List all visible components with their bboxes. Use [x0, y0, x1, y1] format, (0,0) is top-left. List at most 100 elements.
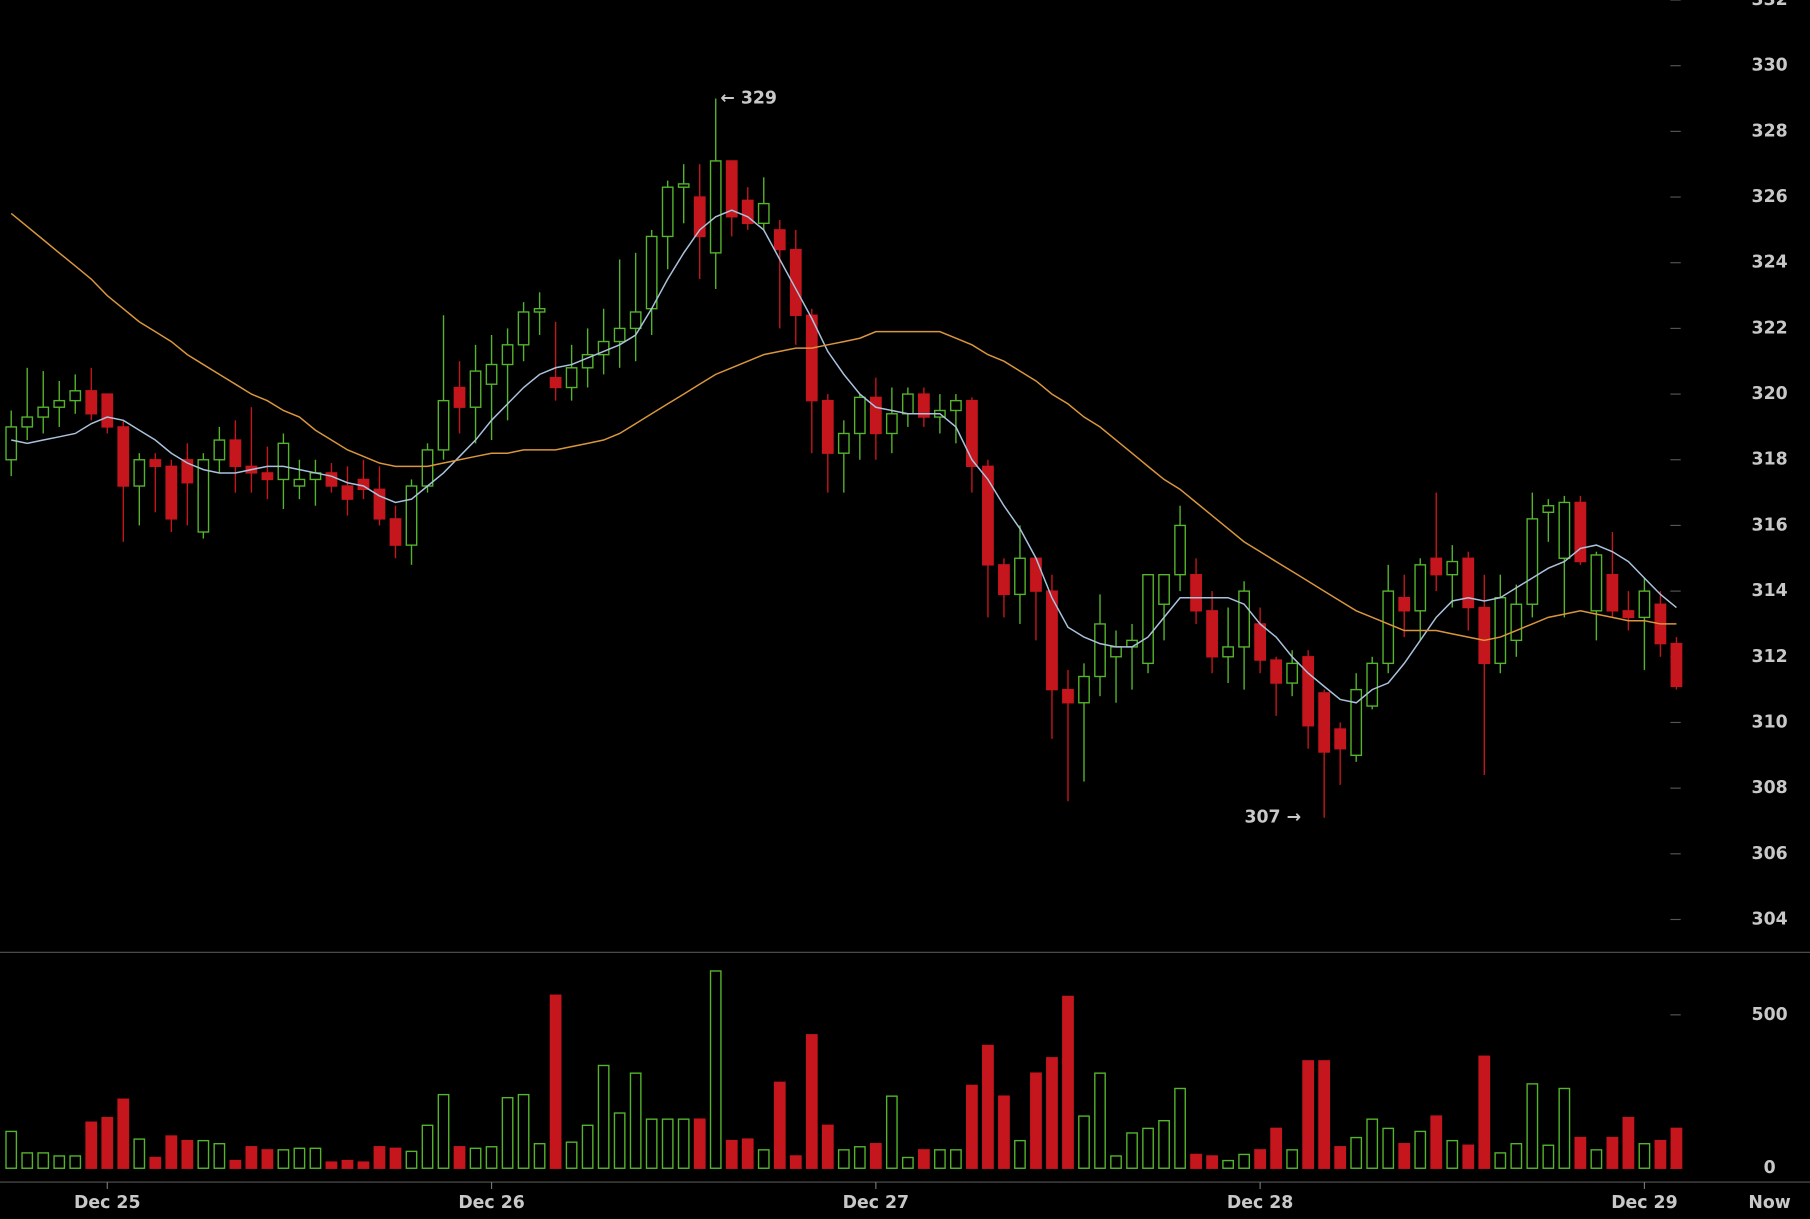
x-tick-label: Dec 27	[843, 1193, 909, 1213]
price-annotation: 307 →	[1244, 808, 1301, 828]
volume-bar	[885, 1095, 898, 1169]
candle-body	[389, 518, 402, 546]
volume-bar	[1142, 1127, 1154, 1169]
volume-bar	[757, 1149, 770, 1169]
volume-bar	[181, 1139, 194, 1169]
candle-body	[1094, 623, 1106, 678]
candle-body	[1078, 675, 1090, 704]
volume-bar	[165, 1135, 178, 1169]
volume-bar	[581, 1124, 594, 1169]
volume-bar	[325, 1161, 338, 1169]
volume-bar	[533, 1143, 546, 1169]
volume-bar	[950, 1149, 962, 1169]
volume-bar	[645, 1118, 658, 1169]
volume-bar	[1430, 1115, 1443, 1169]
volume-bar	[1302, 1060, 1315, 1169]
candle-body	[101, 393, 114, 428]
candle-body	[1382, 590, 1395, 665]
candle-body	[757, 202, 770, 225]
candle-body	[437, 399, 450, 451]
candle-body	[133, 459, 146, 487]
candle-body	[469, 370, 482, 408]
candle-body	[1238, 590, 1251, 648]
candle-body	[613, 327, 626, 343]
volume-bar	[1094, 1072, 1106, 1169]
y-tick-label: 324	[1752, 253, 1788, 273]
y-tick-label: 318	[1752, 450, 1788, 470]
volume-bar	[677, 1118, 690, 1169]
candle-body	[837, 432, 850, 454]
candle-body	[229, 439, 242, 468]
volume-bar	[1622, 1116, 1635, 1169]
candle-body	[805, 314, 818, 402]
volume-bar	[853, 1146, 866, 1169]
volume-bar	[693, 1118, 706, 1169]
candle-body	[1270, 659, 1283, 684]
volume-bar	[901, 1156, 914, 1169]
candle-body	[1334, 728, 1347, 750]
candle-body	[1366, 662, 1379, 707]
y-tick-label: 320	[1752, 384, 1788, 404]
volume-bar	[1238, 1153, 1251, 1169]
volume-bar	[1446, 1139, 1459, 1169]
volume-bar	[133, 1138, 146, 1169]
volume-bar	[1334, 1146, 1347, 1169]
candle-body	[1478, 606, 1491, 665]
y-tick-label: 314	[1752, 581, 1788, 601]
candle-body	[1062, 688, 1074, 704]
volume-bar	[1670, 1127, 1683, 1169]
candle-body	[597, 340, 610, 356]
candle-body	[1430, 557, 1443, 576]
candle-body	[1174, 524, 1186, 576]
volume-bar	[1414, 1130, 1427, 1169]
volume-bar	[69, 1155, 82, 1169]
candle-body	[869, 396, 882, 435]
volume-bar	[1398, 1143, 1411, 1169]
volume-bar	[1574, 1136, 1587, 1169]
volume-bar	[1254, 1149, 1267, 1169]
volume-bar	[197, 1139, 210, 1169]
candle-body	[1462, 557, 1475, 609]
candle-body	[213, 439, 226, 461]
volume-bar	[1478, 1055, 1491, 1169]
candle-body	[709, 160, 722, 254]
candle-body	[1110, 646, 1122, 658]
volume-bar	[1654, 1139, 1667, 1169]
volume-bar	[821, 1124, 834, 1169]
volume-bar	[597, 1064, 610, 1169]
volume-tick-label: 500	[1752, 1005, 1788, 1025]
volume-bar	[501, 1096, 514, 1169]
volume-bar	[837, 1149, 850, 1169]
y-tick-label: 308	[1752, 778, 1788, 798]
volume-bar	[998, 1095, 1010, 1169]
volume-bar	[405, 1150, 418, 1169]
candle-body	[149, 459, 162, 468]
volume-tick-label: 0	[1764, 1158, 1776, 1178]
candle-body	[261, 472, 274, 481]
candle-body	[1542, 505, 1555, 513]
volume-bar	[1286, 1149, 1299, 1169]
candle-body	[741, 199, 754, 225]
candle-body	[789, 248, 802, 316]
volume-bar	[437, 1093, 450, 1169]
price-annotation: ← 329	[720, 89, 777, 109]
volume-bar	[261, 1149, 274, 1169]
candle-body	[966, 399, 978, 468]
volume-bar	[1158, 1120, 1170, 1169]
volume-bar	[1014, 1139, 1026, 1169]
volume-bar	[1222, 1159, 1234, 1169]
candle-body	[677, 183, 690, 188]
volume-bar	[485, 1146, 498, 1169]
volume-bar	[309, 1147, 322, 1169]
volume-bar	[277, 1149, 290, 1169]
candle-body	[661, 186, 674, 238]
y-tick-label: 332	[1752, 0, 1788, 10]
volume-bar	[1318, 1060, 1331, 1169]
candle-body	[517, 311, 530, 346]
candle-body	[1526, 518, 1539, 605]
candle-body	[1190, 573, 1202, 612]
volume-bar	[613, 1112, 626, 1169]
volume-bar	[1206, 1155, 1218, 1169]
y-tick-label: 328	[1752, 121, 1788, 141]
